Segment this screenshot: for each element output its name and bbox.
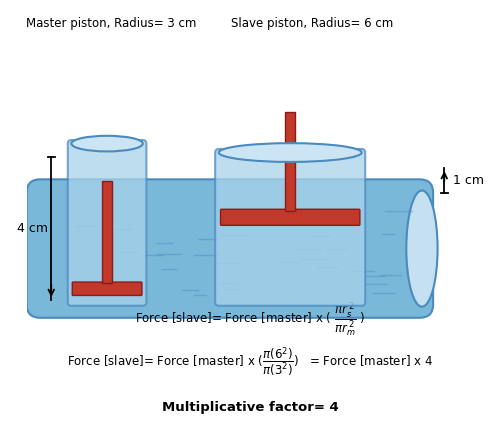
Bar bbox=[102, 181, 112, 284]
Ellipse shape bbox=[72, 136, 143, 151]
FancyBboxPatch shape bbox=[215, 149, 365, 306]
Text: Force [slave]= Force [master] x ($\dfrac{\pi(6^2)}{\pi(3^2)}$)   = Force [master: Force [slave]= Force [master] x ($\dfrac… bbox=[67, 346, 433, 379]
FancyBboxPatch shape bbox=[68, 140, 146, 306]
Text: Force [slave]= Force [master] x ( $\dfrac{\pi r_s^{\,2}}{\pi r_m^{\,2}}$ ): Force [slave]= Force [master] x ( $\dfra… bbox=[135, 301, 365, 339]
Text: 4 cm: 4 cm bbox=[17, 222, 48, 235]
Text: Master piston, Radius= 3 cm: Master piston, Radius= 3 cm bbox=[26, 17, 196, 30]
Bar bbox=[286, 112, 295, 211]
Ellipse shape bbox=[406, 190, 438, 306]
Text: Slave piston, Radius= 6 cm: Slave piston, Radius= 6 cm bbox=[232, 17, 394, 30]
Ellipse shape bbox=[218, 143, 362, 162]
FancyBboxPatch shape bbox=[26, 179, 433, 318]
Text: Multiplicative factor= 4: Multiplicative factor= 4 bbox=[162, 401, 338, 414]
FancyBboxPatch shape bbox=[220, 209, 360, 225]
FancyBboxPatch shape bbox=[72, 282, 142, 296]
Text: 1 cm: 1 cm bbox=[454, 174, 484, 187]
